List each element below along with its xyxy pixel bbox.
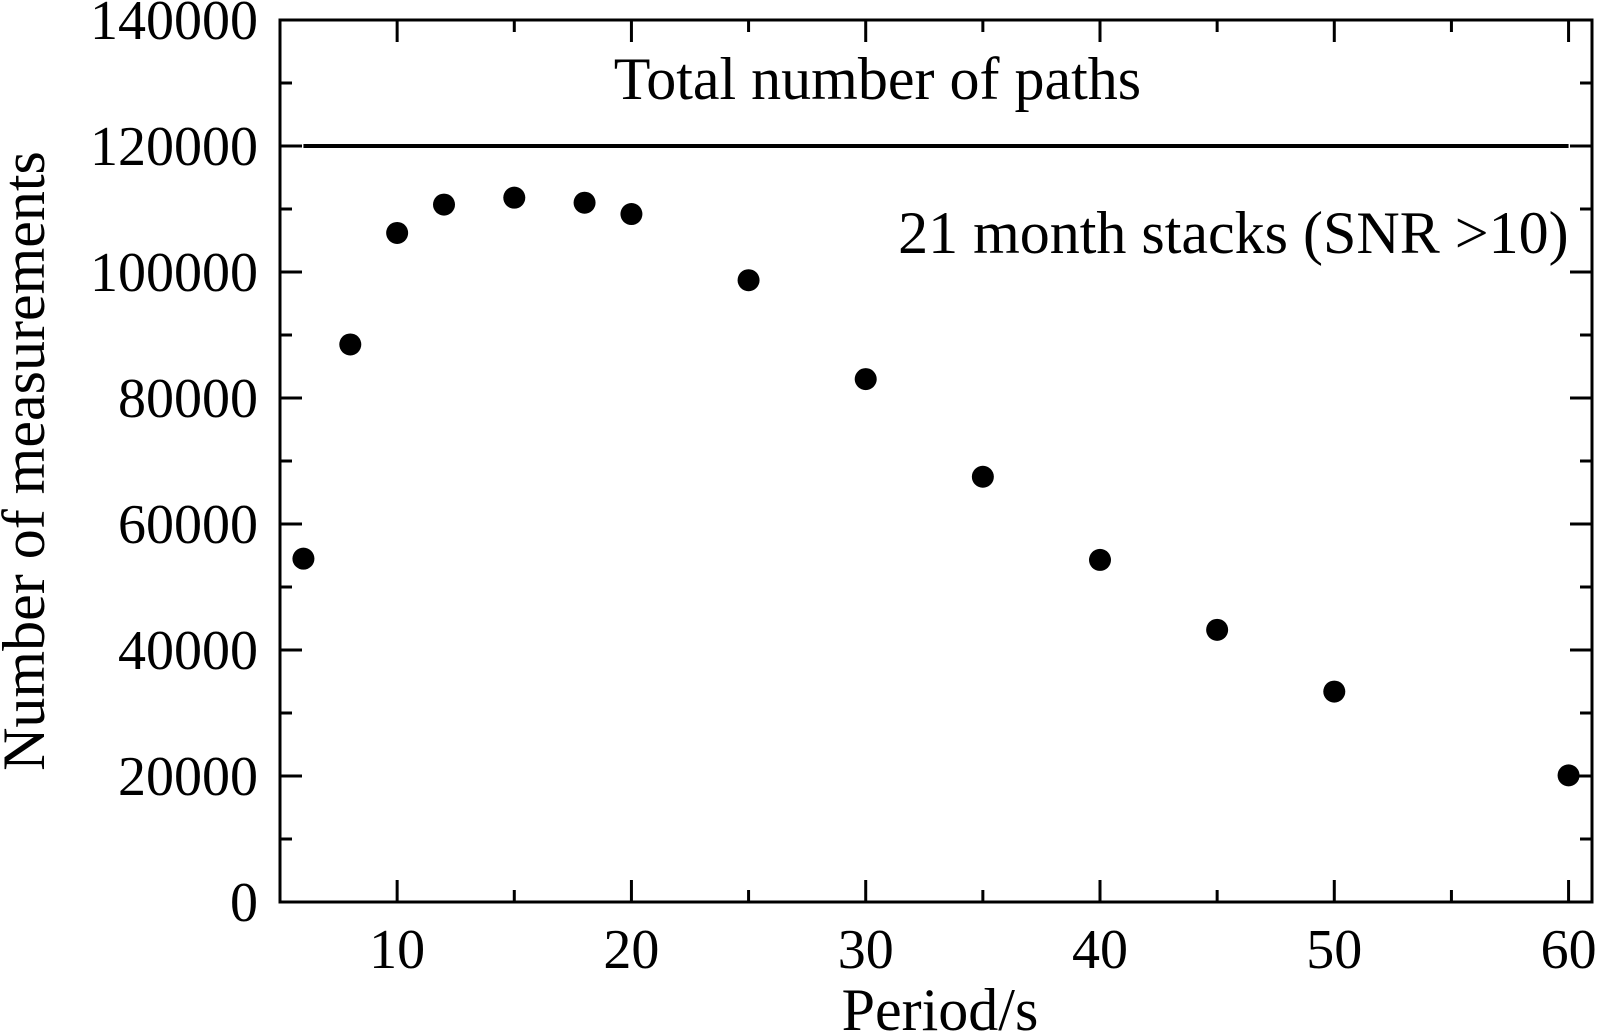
x-tick-label: 40: [1072, 919, 1128, 981]
data-point: [433, 193, 455, 216]
data-point: [1206, 618, 1229, 641]
tick-labels: 10 20 30 40 50 60 0 20000 40000 60000 80000 100000 1…: [90, 0, 1597, 981]
x-tick-label: 10: [369, 919, 425, 981]
data-point: [503, 186, 526, 209]
y-tick-label: 60000: [118, 494, 258, 556]
data-points: [292, 186, 1580, 787]
y-axis-title: Number of measurements: [0, 151, 57, 771]
data-point: [737, 269, 760, 292]
data-point: [1323, 680, 1346, 703]
annotations: Total number of paths 21 month stacks (SN…: [614, 46, 1569, 266]
data-point: [292, 547, 315, 570]
y-tick-label: 20000: [118, 746, 258, 808]
annotation-label: 21 month stacks (SNR >10): [898, 200, 1569, 266]
data-point: [1557, 764, 1580, 787]
data-point: [1089, 548, 1111, 571]
y-tick-label: 80000: [118, 368, 258, 430]
x-tick-label: 50: [1306, 919, 1362, 981]
tick-marks: [278, 18, 1592, 904]
y-tick-label: 40000: [118, 620, 258, 682]
x-tick-label: 60: [1541, 919, 1597, 981]
x-tick-label: 20: [603, 919, 659, 981]
data-point: [573, 191, 596, 214]
y-tick-label: 100000: [90, 242, 258, 304]
data-point: [339, 333, 362, 356]
plot-frame: [278, 18, 1594, 904]
data-point: [620, 203, 643, 226]
y-tick-label: 0: [230, 872, 258, 934]
x-axis-title: Period/s: [842, 977, 1039, 1036]
data-point: [854, 368, 877, 391]
data-point: [386, 221, 409, 244]
annotation-label: Total number of paths: [614, 46, 1141, 112]
data-point: [971, 465, 994, 488]
y-tick-label: 120000: [90, 116, 258, 178]
y-tick-label: 140000: [90, 0, 258, 52]
x-tick-label: 30: [838, 919, 894, 981]
